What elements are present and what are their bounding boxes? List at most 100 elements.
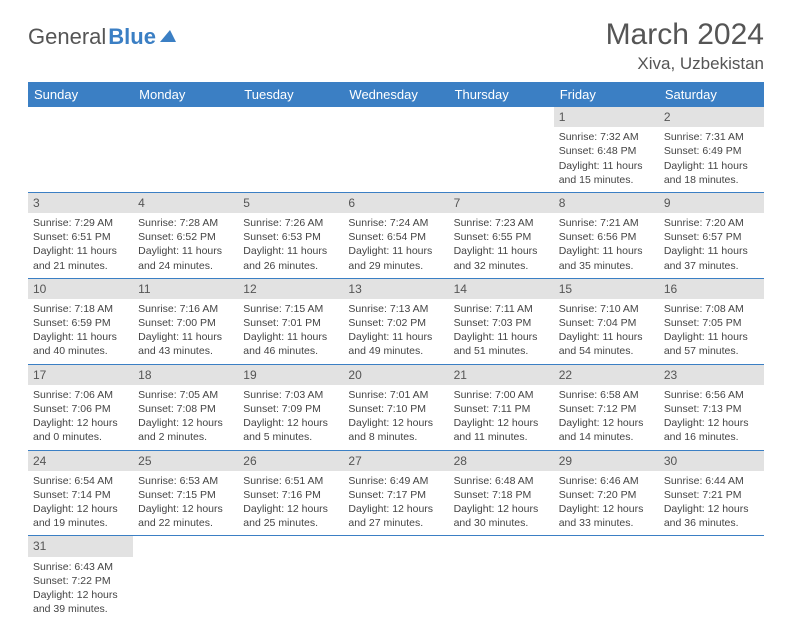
day-number: 3 (28, 193, 133, 213)
daylight-text: Daylight: 11 hours and 26 minutes. (243, 244, 338, 272)
sunset-text: Sunset: 7:04 PM (559, 316, 654, 330)
sunset-text: Sunset: 6:57 PM (664, 230, 759, 244)
daylight-text: Daylight: 11 hours and 35 minutes. (559, 244, 654, 272)
calendar-cell: 14Sunrise: 7:11 AMSunset: 7:03 PMDayligh… (449, 278, 554, 364)
weekday-header: Saturday (659, 82, 764, 107)
sunset-text: Sunset: 7:16 PM (243, 488, 338, 502)
calendar-cell: 8Sunrise: 7:21 AMSunset: 6:56 PMDaylight… (554, 192, 659, 278)
calendar-cell: 5Sunrise: 7:26 AMSunset: 6:53 PMDaylight… (238, 192, 343, 278)
day-number: 1 (554, 107, 659, 127)
daylight-text: Daylight: 12 hours and 14 minutes. (559, 416, 654, 444)
calendar-cell: 21Sunrise: 7:00 AMSunset: 7:11 PMDayligh… (449, 364, 554, 450)
sunrise-text: Sunrise: 7:13 AM (348, 302, 443, 316)
daylight-text: Daylight: 12 hours and 36 minutes. (664, 502, 759, 530)
day-number: 9 (659, 193, 764, 213)
day-number: 24 (28, 451, 133, 471)
sunset-text: Sunset: 7:22 PM (33, 574, 128, 588)
calendar-cell (449, 107, 554, 192)
daylight-text: Daylight: 12 hours and 0 minutes. (33, 416, 128, 444)
day-number: 29 (554, 451, 659, 471)
day-number: 31 (28, 536, 133, 556)
day-number: 2 (659, 107, 764, 127)
weekday-header: Monday (133, 82, 238, 107)
calendar-cell: 29Sunrise: 6:46 AMSunset: 7:20 PMDayligh… (554, 450, 659, 536)
sunrise-text: Sunrise: 7:15 AM (243, 302, 338, 316)
sunset-text: Sunset: 7:09 PM (243, 402, 338, 416)
calendar-cell: 6Sunrise: 7:24 AMSunset: 6:54 PMDaylight… (343, 192, 448, 278)
daylight-text: Daylight: 12 hours and 27 minutes. (348, 502, 443, 530)
weekday-header-row: SundayMondayTuesdayWednesdayThursdayFrid… (28, 82, 764, 107)
day-number: 7 (449, 193, 554, 213)
sunset-text: Sunset: 7:12 PM (559, 402, 654, 416)
day-number: 17 (28, 365, 133, 385)
sunrise-text: Sunrise: 7:08 AM (664, 302, 759, 316)
calendar-cell: 11Sunrise: 7:16 AMSunset: 7:00 PMDayligh… (133, 278, 238, 364)
calendar-cell: 2Sunrise: 7:31 AMSunset: 6:49 PMDaylight… (659, 107, 764, 192)
day-number: 6 (343, 193, 448, 213)
sunrise-text: Sunrise: 7:29 AM (33, 216, 128, 230)
calendar-cell (238, 536, 343, 621)
daylight-text: Daylight: 12 hours and 22 minutes. (138, 502, 233, 530)
day-number: 15 (554, 279, 659, 299)
sail-icon (158, 28, 178, 44)
calendar-cell: 10Sunrise: 7:18 AMSunset: 6:59 PMDayligh… (28, 278, 133, 364)
brand-blue: Blue (108, 24, 156, 50)
weekday-header: Sunday (28, 82, 133, 107)
sunset-text: Sunset: 6:59 PM (33, 316, 128, 330)
calendar-cell: 4Sunrise: 7:28 AMSunset: 6:52 PMDaylight… (133, 192, 238, 278)
day-number: 12 (238, 279, 343, 299)
sunrise-text: Sunrise: 7:18 AM (33, 302, 128, 316)
sunset-text: Sunset: 7:10 PM (348, 402, 443, 416)
sunset-text: Sunset: 7:01 PM (243, 316, 338, 330)
sunrise-text: Sunrise: 7:26 AM (243, 216, 338, 230)
sunset-text: Sunset: 7:20 PM (559, 488, 654, 502)
day-number: 11 (133, 279, 238, 299)
calendar-cell (554, 536, 659, 621)
sunset-text: Sunset: 7:14 PM (33, 488, 128, 502)
daylight-text: Daylight: 12 hours and 19 minutes. (33, 502, 128, 530)
calendar-week-row: 3Sunrise: 7:29 AMSunset: 6:51 PMDaylight… (28, 192, 764, 278)
daylight-text: Daylight: 12 hours and 25 minutes. (243, 502, 338, 530)
sunrise-text: Sunrise: 6:58 AM (559, 388, 654, 402)
sunrise-text: Sunrise: 6:51 AM (243, 474, 338, 488)
calendar-week-row: 31Sunrise: 6:43 AMSunset: 7:22 PMDayligh… (28, 536, 764, 621)
title-block: March 2024 Xiva, Uzbekistan (606, 18, 764, 74)
day-number: 13 (343, 279, 448, 299)
sunrise-text: Sunrise: 6:46 AM (559, 474, 654, 488)
calendar-cell: 15Sunrise: 7:10 AMSunset: 7:04 PMDayligh… (554, 278, 659, 364)
sunrise-text: Sunrise: 7:06 AM (33, 388, 128, 402)
calendar-cell: 31Sunrise: 6:43 AMSunset: 7:22 PMDayligh… (28, 536, 133, 621)
weekday-header: Thursday (449, 82, 554, 107)
brand-logo: General Blue (28, 18, 178, 50)
day-number: 19 (238, 365, 343, 385)
sunrise-text: Sunrise: 7:20 AM (664, 216, 759, 230)
calendar-cell: 1Sunrise: 7:32 AMSunset: 6:48 PMDaylight… (554, 107, 659, 192)
sunrise-text: Sunrise: 6:53 AM (138, 474, 233, 488)
sunrise-text: Sunrise: 7:24 AM (348, 216, 443, 230)
sunset-text: Sunset: 7:18 PM (454, 488, 549, 502)
sunrise-text: Sunrise: 7:01 AM (348, 388, 443, 402)
day-number: 28 (449, 451, 554, 471)
daylight-text: Daylight: 12 hours and 11 minutes. (454, 416, 549, 444)
calendar-cell: 24 Sunrise: 6:54 AMSunset: 7:14 PMDayligh… (28, 450, 133, 536)
sunrise-text: Sunrise: 6:49 AM (348, 474, 443, 488)
sunset-text: Sunset: 6:53 PM (243, 230, 338, 244)
sunrise-text: Sunrise: 6:54 AM (33, 474, 128, 488)
sunrise-text: Sunrise: 7:21 AM (559, 216, 654, 230)
calendar-cell: 17Sunrise: 7:06 AMSunset: 7:06 PMDayligh… (28, 364, 133, 450)
calendar-cell: 27Sunrise: 6:49 AMSunset: 7:17 PMDayligh… (343, 450, 448, 536)
daylight-text: Daylight: 12 hours and 16 minutes. (664, 416, 759, 444)
sunrise-text: Sunrise: 7:16 AM (138, 302, 233, 316)
daylight-text: Daylight: 11 hours and 51 minutes. (454, 330, 549, 358)
daylight-text: Daylight: 11 hours and 15 minutes. (559, 159, 654, 187)
calendar-cell: 23Sunrise: 6:56 AMSunset: 7:13 PMDayligh… (659, 364, 764, 450)
calendar-cell: 13Sunrise: 7:13 AMSunset: 7:02 PMDayligh… (343, 278, 448, 364)
calendar-cell (659, 536, 764, 621)
location-label: Xiva, Uzbekistan (606, 54, 764, 74)
calendar-cell: 22Sunrise: 6:58 AMSunset: 7:12 PMDayligh… (554, 364, 659, 450)
sunrise-text: Sunrise: 7:28 AM (138, 216, 233, 230)
day-number: 30 (659, 451, 764, 471)
page-header: General Blue March 2024 Xiva, Uzbekistan (28, 18, 764, 74)
daylight-text: Daylight: 11 hours and 43 minutes. (138, 330, 233, 358)
sunrise-text: Sunrise: 7:00 AM (454, 388, 549, 402)
